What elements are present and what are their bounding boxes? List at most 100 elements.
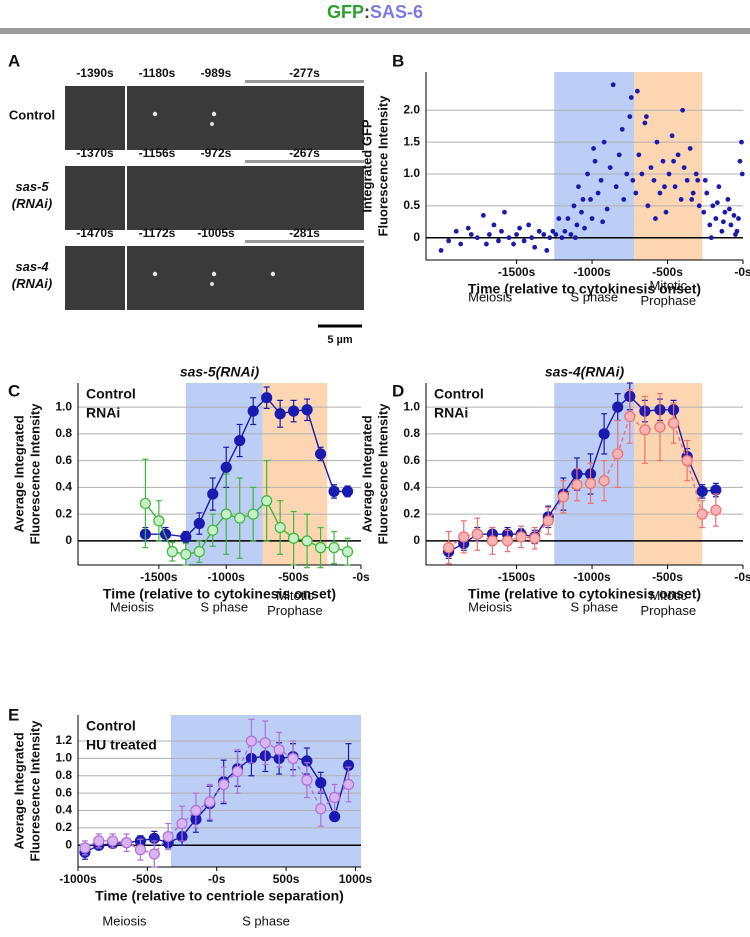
micrograph — [65, 246, 125, 310]
scatter-point — [547, 235, 553, 241]
scatter-point — [722, 209, 728, 215]
time-bar — [245, 160, 364, 163]
marker — [287, 752, 299, 765]
scatter-point — [714, 200, 720, 206]
marker — [193, 546, 205, 558]
marker — [598, 428, 610, 440]
scatter-point — [713, 216, 719, 221]
y-tick-label: 0.8 — [55, 768, 72, 782]
marker — [458, 531, 470, 543]
y-axis-label: Integrated GFP — [359, 119, 374, 213]
marker — [190, 804, 202, 817]
scatter-point — [681, 165, 687, 170]
scatter-point — [574, 222, 580, 228]
micrograph — [245, 166, 305, 230]
series-line — [144, 499, 348, 556]
marker — [696, 508, 708, 520]
scatter-point — [568, 232, 574, 237]
y-tick-label: 0.8 — [403, 426, 420, 440]
scatter-point — [728, 222, 734, 228]
y-tick-label: 0.8 — [55, 426, 72, 440]
scatter-point — [474, 235, 480, 241]
marker — [274, 408, 286, 420]
centriole-spot — [210, 282, 214, 286]
scatter-point — [643, 114, 649, 120]
y-tick-label: 0 — [65, 533, 72, 547]
scatter-point — [556, 216, 562, 221]
marker — [261, 392, 273, 404]
marker — [624, 410, 636, 423]
scatter-point — [576, 184, 581, 190]
x-tick-label: -1000s — [573, 265, 611, 279]
row-label: (RNAi) — [12, 196, 52, 211]
marker — [443, 542, 455, 554]
scatter-point — [708, 235, 714, 241]
scatter-point — [529, 235, 535, 241]
chart-title: sas-4(RNAi) — [545, 364, 625, 380]
x-tick-label: -1500s — [498, 570, 536, 584]
scatter-point — [598, 177, 604, 183]
centriole-spot — [152, 111, 158, 117]
x-tick-label: -1500s — [140, 570, 178, 584]
scatter-point — [465, 225, 471, 231]
y-tick-label: 0 — [65, 837, 72, 851]
micrograph — [186, 86, 246, 150]
phase-label: Prophase — [640, 293, 696, 308]
marker — [273, 744, 285, 756]
phase-label: Mitotic — [649, 278, 687, 293]
marker — [166, 546, 178, 558]
marker — [329, 791, 341, 804]
marker — [639, 424, 651, 436]
marker — [148, 848, 160, 860]
phase-label: S phase — [200, 599, 248, 614]
scatter-point — [737, 158, 743, 164]
time-label: -1370s — [76, 146, 114, 160]
marker — [486, 535, 499, 547]
marker — [315, 803, 327, 815]
row-label: Control — [9, 107, 55, 122]
x-axis-label: Time (relative to cytokinesis onset) — [468, 586, 701, 602]
marker — [234, 512, 246, 524]
row-label: sas-4 — [15, 259, 49, 274]
micrograph — [65, 166, 125, 230]
scatter-point — [636, 152, 642, 158]
marker — [515, 531, 527, 543]
scatter-point — [613, 184, 619, 190]
time-label: -281s — [289, 226, 320, 240]
scatter-point — [645, 203, 651, 209]
scatter-point — [446, 238, 452, 244]
title-part: GFP — [327, 2, 364, 22]
micrograph — [127, 166, 187, 230]
scatter-point — [660, 158, 666, 164]
title-part: : — [364, 2, 370, 22]
scatter-point — [702, 177, 708, 183]
y-tick-label: 0.6 — [55, 453, 72, 467]
marker — [667, 417, 680, 429]
row-label: sas-5 — [15, 179, 49, 194]
marker — [207, 524, 219, 536]
marker — [247, 405, 259, 417]
scatter-point — [680, 107, 686, 113]
micrograph — [127, 246, 187, 310]
phase-label: Meiosis — [468, 599, 513, 614]
y-tick-label: 1.0 — [55, 399, 72, 413]
micrograph — [304, 246, 364, 310]
micrograph — [65, 86, 125, 150]
y-tick-label: 0.5 — [403, 198, 420, 212]
marker — [341, 546, 354, 558]
x-axis-label: Time (relative to cytokinesis onset) — [103, 586, 336, 602]
scatter-point — [616, 152, 622, 158]
phase-label: Meiosis — [468, 289, 513, 304]
centriole-spot — [270, 271, 276, 277]
marker — [315, 777, 327, 789]
scatter-point — [639, 171, 645, 177]
scatter-point — [693, 171, 699, 177]
scatter-point — [654, 139, 660, 145]
figure-title: GFP:SAS-6 — [327, 2, 423, 22]
scatter-point — [526, 222, 532, 228]
micrograph — [304, 166, 364, 230]
time-label: -1390s — [76, 66, 114, 80]
x-tick-label: -500s — [132, 872, 163, 886]
x-tick-label: -0s — [352, 570, 370, 584]
